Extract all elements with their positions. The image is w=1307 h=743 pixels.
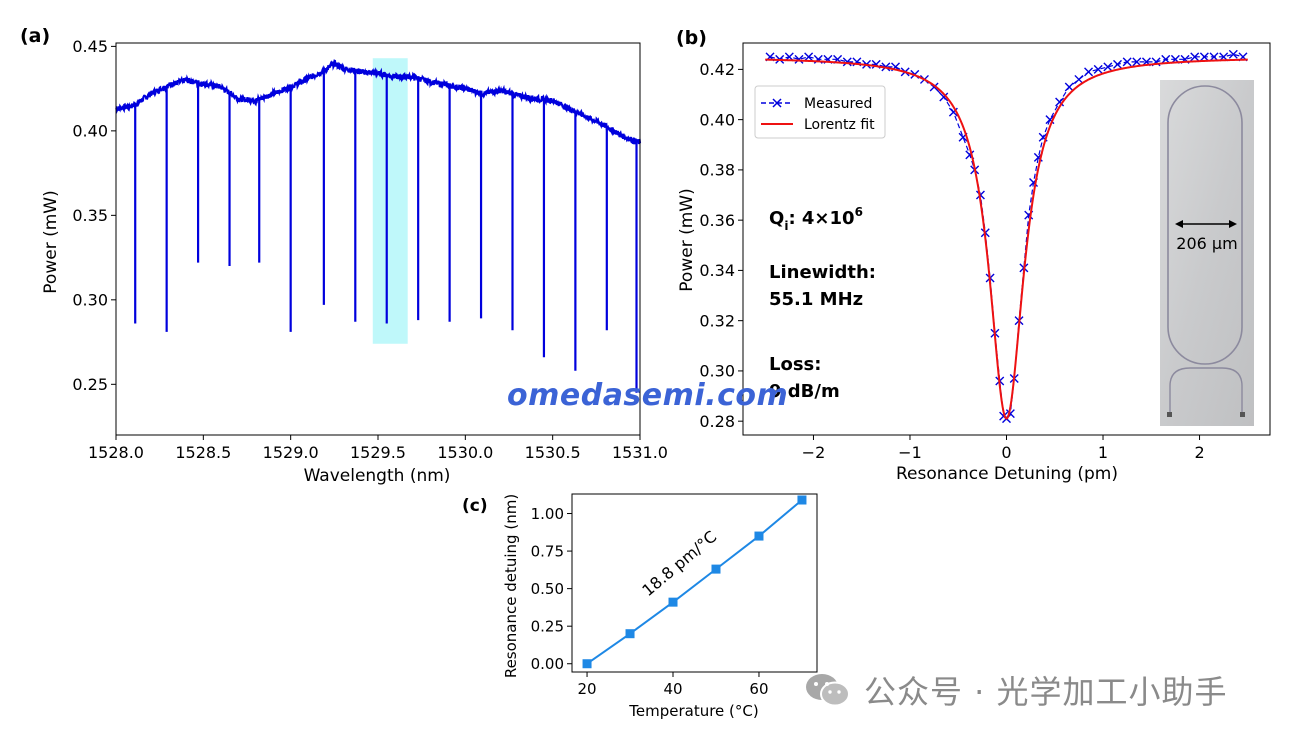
coupler-pad-right xyxy=(1240,412,1245,417)
wechat-icon xyxy=(806,674,850,707)
slope-annotation: 18.8 pm/°C xyxy=(638,527,720,600)
panel-c-xtick-label: 20 xyxy=(577,680,596,698)
panel-c-xtick-label: 40 xyxy=(663,680,682,698)
wechat-attribution: 公众号 · 光学加工小助手 xyxy=(804,668,1228,712)
panel-b-ytick-label: 0.38 xyxy=(699,161,735,180)
panel-b-ylabel: Power (mW) xyxy=(677,188,697,291)
temperature-point xyxy=(582,659,592,669)
panel-a-plot-area: 1528.0 1528.5 1529.0 1529.5 1530.0 1530.5 1531… xyxy=(72,37,668,462)
panel-b-legend: Measured Lorentz fit xyxy=(754,85,886,139)
panel-b-ytick-label: 0.42 xyxy=(699,60,735,79)
panel-c-ytick-label: 1.00 xyxy=(531,505,564,523)
dimension-arrowhead-left xyxy=(1175,220,1183,228)
legend-fit-label: Lorentz fit xyxy=(804,117,875,133)
panel-a-xtick-label: 1530.0 xyxy=(437,443,493,462)
measured-point xyxy=(804,52,814,62)
panel-a-xtick-label: 1528.5 xyxy=(175,443,231,462)
panel-c-plot-area: 20 40 60 0.00 0.25 0.50 0.75 1.00 xyxy=(531,493,818,698)
temperature-point xyxy=(754,531,764,541)
panel-label-b: (b) xyxy=(676,27,707,49)
lorentz-fit-line xyxy=(765,58,1248,420)
measured-point xyxy=(1190,52,1200,62)
measured-point xyxy=(1064,82,1074,92)
measured-point xyxy=(939,92,949,102)
temperature-point xyxy=(711,564,721,574)
panel-a-ylabel: Power (mW) xyxy=(41,190,61,293)
panel-label-a: (a) xyxy=(20,25,50,47)
measured-point xyxy=(1084,67,1094,77)
panel-a-xtick-label: 1529.0 xyxy=(263,443,319,462)
measured-point xyxy=(842,57,852,67)
panel-c-ylabel: Resonance detuing (nm) xyxy=(502,494,520,678)
panel-b-xtick-label: 0 xyxy=(1001,443,1011,462)
panel-a-ytick-label: 0.30 xyxy=(72,291,108,310)
loss-label: Loss: xyxy=(769,354,821,375)
temperature-point xyxy=(668,597,678,607)
spectrum-baseline xyxy=(115,59,642,146)
dimension-arrowhead-right xyxy=(1229,220,1237,228)
panel-b-xtick-label: 2 xyxy=(1194,443,1204,462)
panel-a-xlabel: Wavelength (nm) xyxy=(304,466,451,486)
measured-point xyxy=(1113,59,1122,69)
legend-measured-label: Measured xyxy=(804,96,872,112)
measured-point xyxy=(1132,57,1142,67)
linewidth-value: 55.1 MHz xyxy=(769,289,863,310)
panel-c-ytick-label: 0.00 xyxy=(531,655,564,673)
measured-point xyxy=(1122,57,1132,67)
qi-annotation: Qi: 4×106 xyxy=(769,205,863,233)
bus-waveguide xyxy=(1169,367,1243,414)
panel-c-xlabel: Temperature (°C) xyxy=(628,702,758,720)
temperature-point xyxy=(625,629,635,639)
panel-b: (b) −2 −1 0 1 2 0.28 0.30 0.32 0.34 0.36 0.38 0.40 0… xyxy=(676,27,1271,484)
panel-b-xtick-label: −2 xyxy=(802,443,826,462)
panel-label-c: (c) xyxy=(462,496,488,516)
measured-point xyxy=(1199,52,1209,62)
panel-c: (c) 20 40 60 0.00 0.25 0.50 0.75 1.00 18.8 pm/°… xyxy=(462,493,818,720)
panel-b-ytick-label: 0.28 xyxy=(699,412,735,431)
panel-b-plot-area: −2 −1 0 1 2 0.28 0.30 0.32 0.34 0.36 0.38 0.40 0.42 xyxy=(699,42,1271,462)
panel-c-ytick-label: 0.25 xyxy=(531,618,564,636)
panel-a-ytick-label: 0.25 xyxy=(72,375,108,394)
panel-a-ytick-label: 0.35 xyxy=(72,206,108,225)
panel-a-ytick-label: 0.40 xyxy=(72,122,108,141)
panel-b-xtick-label: −1 xyxy=(898,443,922,462)
panel-b-ytick-label: 0.30 xyxy=(699,362,735,381)
panel-c-xtick-label: 60 xyxy=(749,680,768,698)
loss-value: 9 dB/m xyxy=(769,381,840,402)
panel-b-ytick-label: 0.36 xyxy=(699,211,735,230)
panel-b-ytick-label: 0.32 xyxy=(699,311,735,330)
measured-point xyxy=(1228,49,1238,59)
panel-b-xtick-label: 1 xyxy=(1098,443,1108,462)
coupler-pad-left xyxy=(1167,412,1172,417)
panel-a-xtick-label: 1531.0 xyxy=(612,443,668,462)
linewidth-label: Linewidth: xyxy=(769,262,876,283)
temperature-point xyxy=(797,495,807,505)
panel-a-xtick-label: 1528.0 xyxy=(88,443,144,462)
panel-a-xtick-label: 1530.5 xyxy=(525,443,581,462)
inset-dimension-label: 206 μm xyxy=(1176,234,1237,253)
measured-point xyxy=(794,54,804,64)
measured-point xyxy=(1093,64,1103,74)
wechat-label: 公众号 · 光学加工小助手 xyxy=(864,673,1228,711)
resonator-inset-image: 206 μm xyxy=(1160,80,1254,426)
panel-a-ytick-label: 0.45 xyxy=(72,37,108,56)
panel-b-ytick-label: 0.34 xyxy=(699,261,735,280)
watermark-text: omedasemi.com xyxy=(507,378,789,413)
measured-point xyxy=(1103,62,1113,72)
measured-point xyxy=(1074,74,1084,84)
measured-series-line xyxy=(769,53,1244,420)
panel-c-ytick-label: 0.50 xyxy=(531,580,564,598)
highlight-band xyxy=(372,58,408,344)
measured-point xyxy=(1055,97,1065,107)
panel-c-axes-frame xyxy=(571,493,818,673)
legend-measured-marker xyxy=(772,98,782,108)
racetrack-ring xyxy=(1167,85,1243,365)
panel-b-ytick-label: 0.40 xyxy=(699,110,735,129)
panel-c-ytick-label: 0.75 xyxy=(531,542,564,560)
panel-b-xlabel: Resonance Detuning (pm) xyxy=(896,464,1118,484)
temperature-series-line xyxy=(586,499,803,665)
panel-a: (a) 1528.0 1528.5 1529.0 1529.5 1530.0 1530.5… xyxy=(20,25,668,486)
panel-a-xtick-label: 1529.5 xyxy=(350,443,406,462)
